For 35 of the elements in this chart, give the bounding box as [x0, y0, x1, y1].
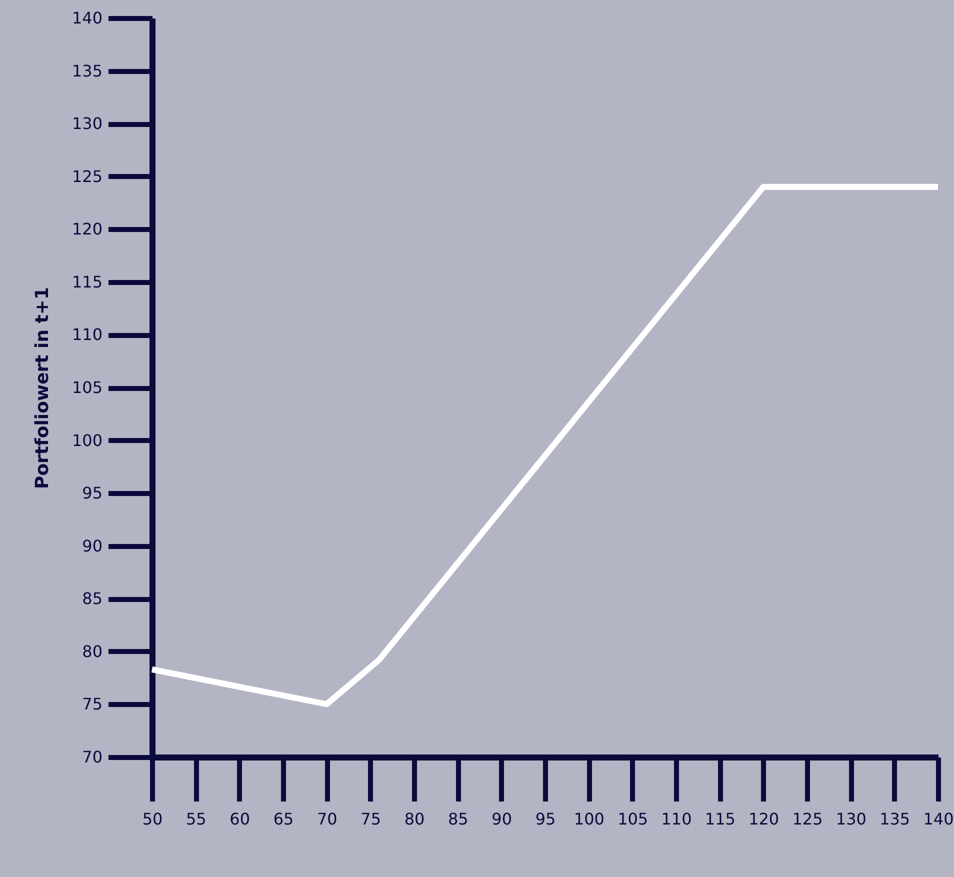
- y-tick-label: 80: [82, 642, 102, 661]
- y-tick-label: 70: [82, 748, 102, 766]
- y-tick-label: 100: [72, 430, 102, 450]
- y-tick-label: 110: [72, 325, 102, 344]
- y-tick-label: 135: [72, 61, 102, 80]
- x-tick-label: 125: [792, 810, 823, 828]
- x-tick-label: 115: [704, 810, 736, 828]
- x-tick-label: 110: [661, 810, 692, 828]
- x-tick-label: 90: [492, 810, 512, 828]
- x-tick-label: 135: [880, 810, 910, 828]
- x-tick-label: 65: [273, 810, 294, 828]
- x-tick-label: 105: [618, 810, 648, 828]
- y-tick-label: 140: [72, 8, 102, 28]
- y-tick-label: 120: [72, 220, 102, 239]
- y-tick-label: 95: [82, 484, 102, 503]
- y-tick-label: 85: [82, 589, 102, 608]
- x-tick-label: 70: [316, 810, 338, 828]
- y-axis-title: Portfoliowert in t+1: [32, 287, 53, 489]
- x-tick-label: 95: [535, 810, 556, 828]
- x-tick-label: 60: [230, 810, 250, 828]
- x-tick-label: 140: [923, 810, 954, 828]
- y-tick-label: 130: [72, 114, 102, 134]
- x-tick-label: 85: [448, 810, 468, 828]
- x-tick-label: 100: [574, 810, 604, 828]
- x-tick-label: 75: [360, 810, 382, 828]
- y-tick-label: 125: [72, 166, 102, 186]
- y-tick-label: 90: [82, 536, 102, 556]
- x-tick-label: 55: [186, 810, 206, 828]
- x-tick-label: 50: [142, 810, 163, 828]
- x-tick-label: 80: [404, 810, 425, 828]
- x-tick-label: 120: [748, 810, 780, 828]
- y-tick-label: 115: [72, 272, 102, 292]
- y-tick-label: 75: [82, 694, 102, 714]
- y-tick-label: 105: [72, 378, 102, 397]
- x-tick-label: 130: [836, 810, 866, 828]
